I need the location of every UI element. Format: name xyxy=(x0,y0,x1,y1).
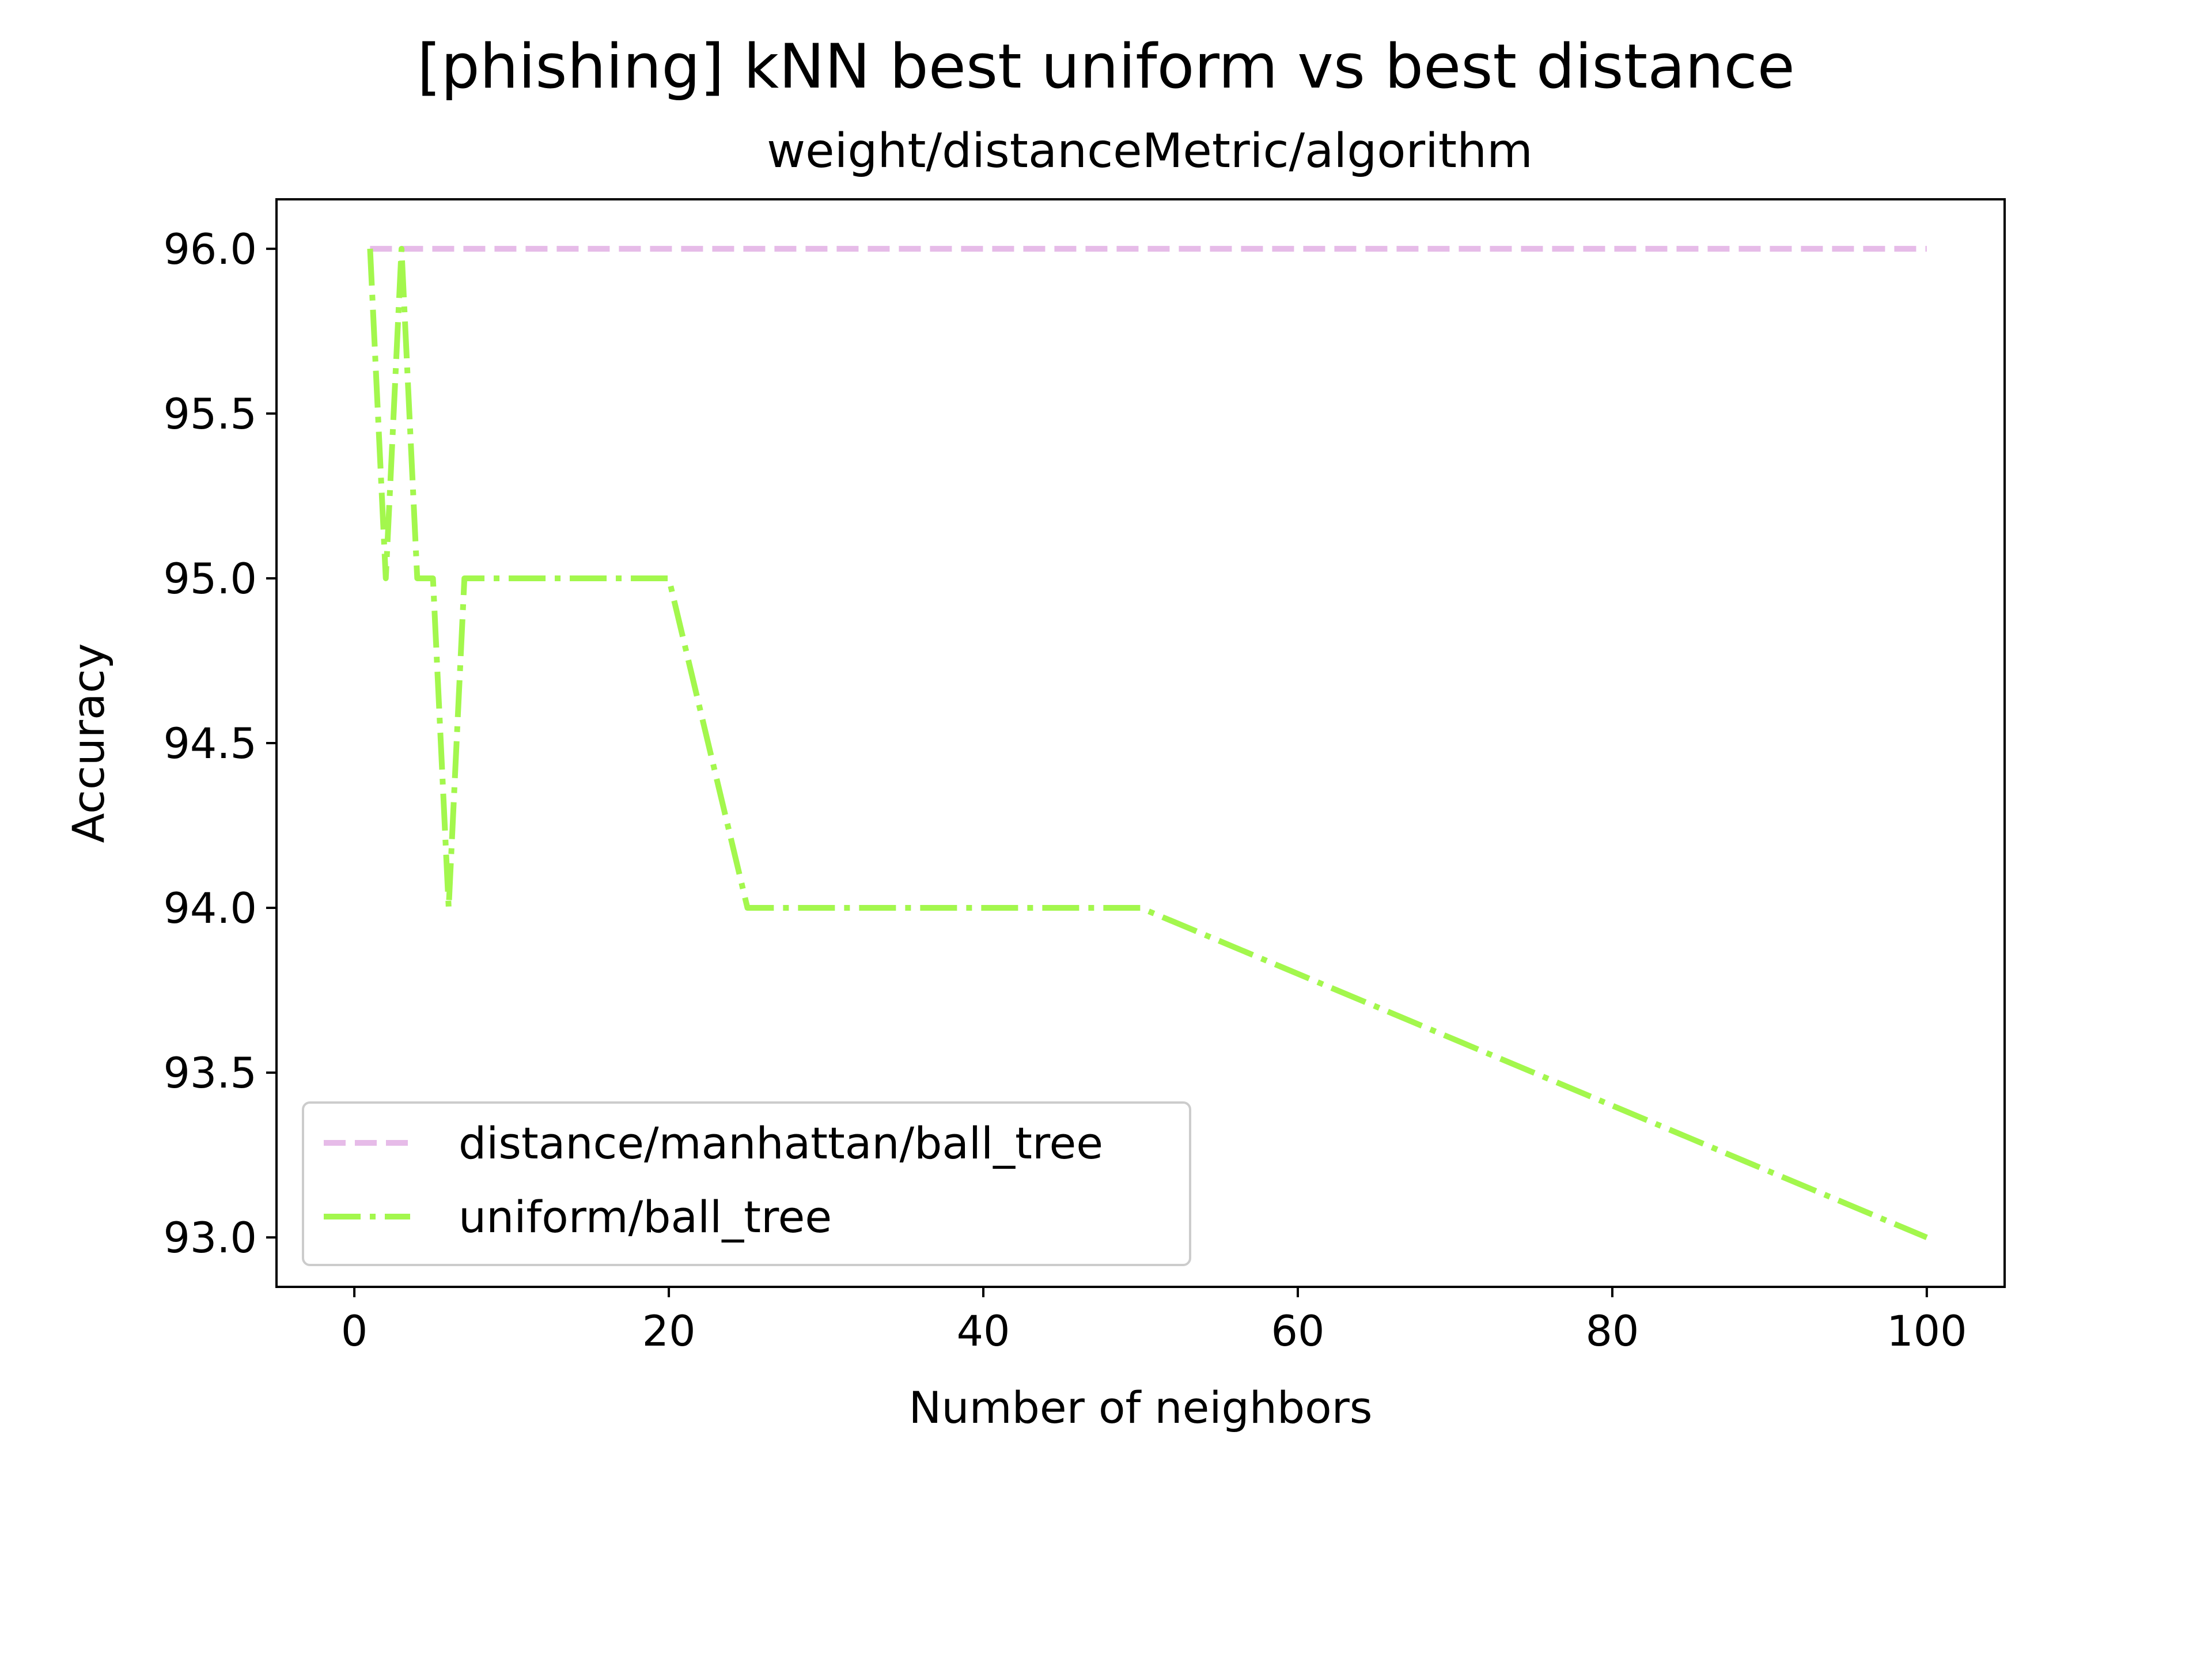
legend: distance/manhattan/ball_tree uniform/bal… xyxy=(302,1101,1191,1266)
chart-title: [phishing] kNN best uniform vs best dist… xyxy=(417,31,1795,102)
y-tick-label: 95.0 xyxy=(163,555,257,604)
series-layer xyxy=(367,245,1928,1240)
x-tick-label: 60 xyxy=(1271,1307,1325,1356)
legend-frame xyxy=(302,1101,1191,1266)
x-tick-label: 20 xyxy=(642,1307,696,1356)
legend-label-uniform: uniform/ball_tree xyxy=(459,1191,832,1243)
y-tick-label: 94.5 xyxy=(163,719,257,768)
x-tick-label: 80 xyxy=(1585,1307,1639,1356)
x-tick-label: 0 xyxy=(341,1307,368,1356)
y-tick-label: 93.5 xyxy=(163,1049,257,1098)
chart-subtitle: weight/distanceMetric/algorithm xyxy=(767,124,1533,179)
y-tick-label: 95.5 xyxy=(163,390,257,439)
x-axis: 0 20 40 60 80 100 xyxy=(341,1287,1967,1356)
series-line-1 xyxy=(367,245,1928,1240)
legend-label-distance: distance/manhattan/ball_tree xyxy=(459,1118,1103,1169)
x-axis-label: Number of neighbors xyxy=(909,1382,1373,1433)
y-tick-label: 94.0 xyxy=(163,884,257,933)
x-tick-label: 40 xyxy=(957,1307,1010,1356)
y-axis-label: Accuracy xyxy=(63,643,114,843)
y-tick-label: 93.0 xyxy=(163,1214,257,1263)
y-tick-label: 96.0 xyxy=(163,225,257,274)
y-axis: 93.0 93.5 94.0 94.5 95.0 95.5 96.0 xyxy=(163,225,276,1263)
x-tick-label: 100 xyxy=(1887,1307,1967,1356)
